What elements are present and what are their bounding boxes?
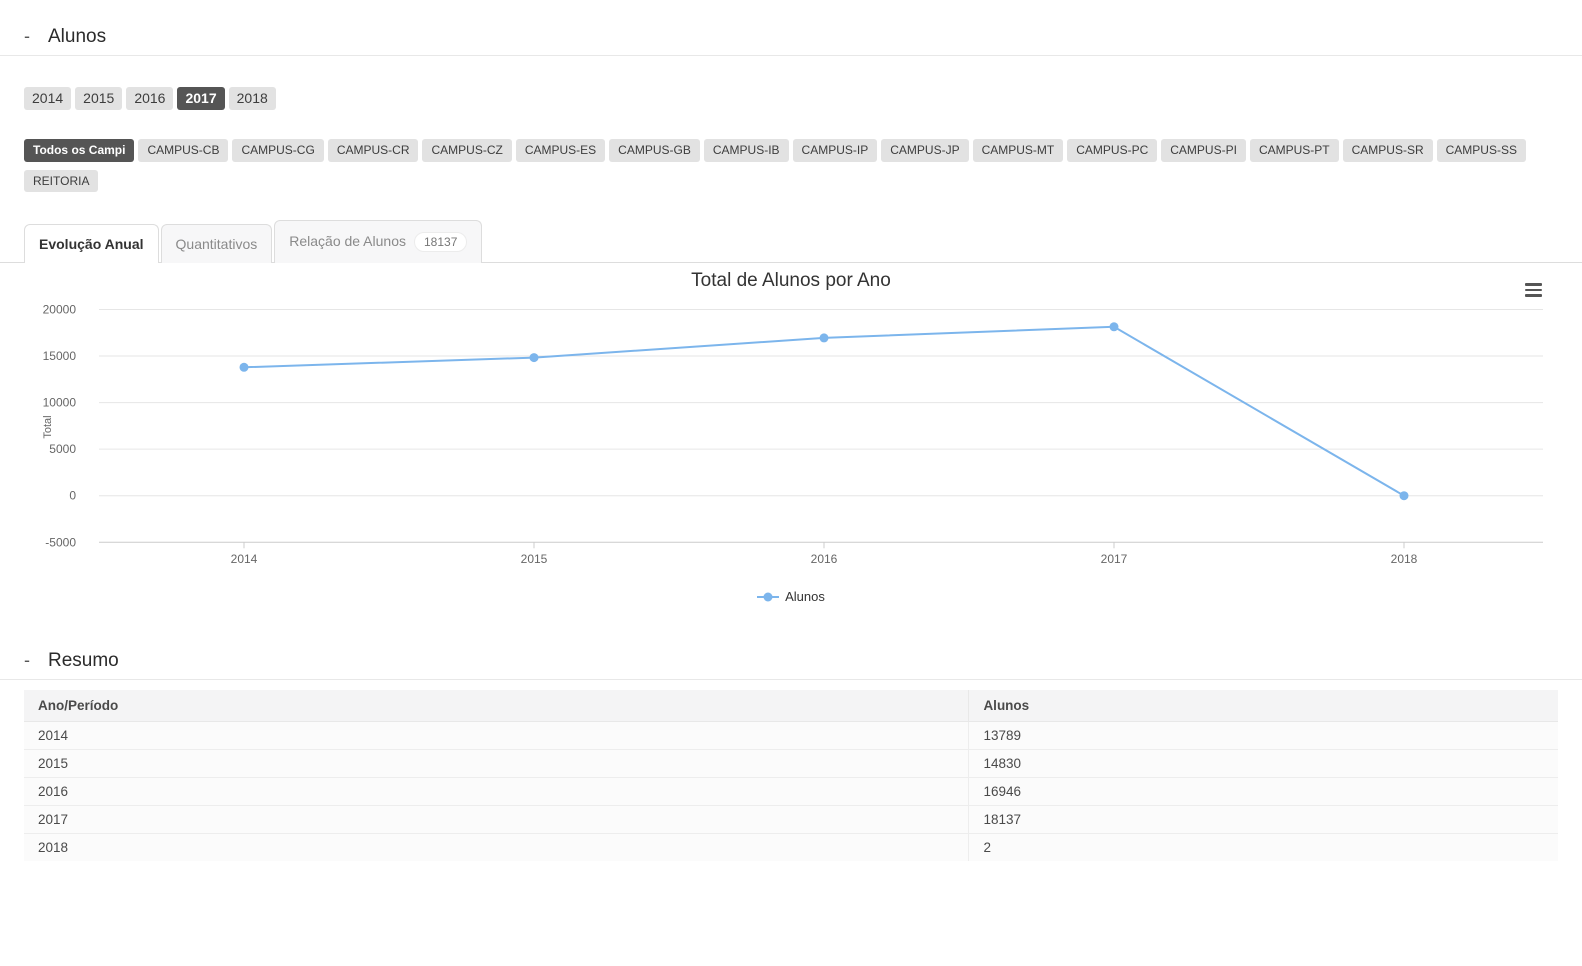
- svg-text:5000: 5000: [49, 443, 76, 457]
- svg-text:0: 0: [69, 489, 76, 503]
- svg-text:20000: 20000: [43, 303, 77, 317]
- svg-text:15000: 15000: [43, 349, 77, 363]
- svg-text:2018: 2018: [1391, 552, 1418, 566]
- svg-text:10000: 10000: [43, 396, 77, 410]
- svg-text:2016: 2016: [811, 552, 838, 566]
- svg-text:2015: 2015: [521, 552, 548, 566]
- svg-text:2014: 2014: [231, 552, 258, 566]
- svg-text:Total: Total: [42, 416, 54, 439]
- svg-text:-5000: -5000: [45, 536, 76, 550]
- svg-text:2017: 2017: [1101, 552, 1128, 566]
